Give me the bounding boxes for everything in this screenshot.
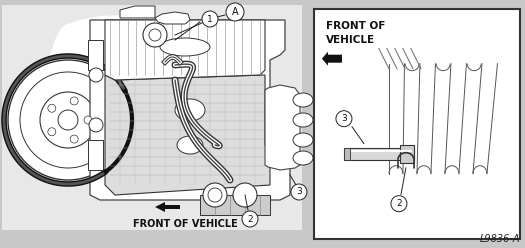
Bar <box>344 148 350 160</box>
Circle shape <box>70 135 78 143</box>
Text: FRONT OF VEHICLE: FRONT OF VEHICLE <box>133 219 237 229</box>
Circle shape <box>202 11 218 27</box>
Text: 3: 3 <box>296 187 302 196</box>
Bar <box>88 40 103 70</box>
Circle shape <box>89 68 103 82</box>
Polygon shape <box>265 85 300 170</box>
Circle shape <box>40 92 96 148</box>
Text: VEHICLE: VEHICLE <box>326 35 375 45</box>
Circle shape <box>149 29 161 41</box>
Ellipse shape <box>160 38 210 56</box>
Polygon shape <box>105 20 265 80</box>
Polygon shape <box>200 195 270 215</box>
Ellipse shape <box>293 133 313 147</box>
Text: 2: 2 <box>396 199 402 208</box>
Ellipse shape <box>293 93 313 107</box>
Polygon shape <box>322 52 342 66</box>
Ellipse shape <box>293 151 313 165</box>
Text: A: A <box>232 7 238 17</box>
Polygon shape <box>105 75 270 195</box>
Bar <box>88 140 103 170</box>
Circle shape <box>203 183 227 207</box>
Circle shape <box>242 211 258 227</box>
Bar <box>400 145 414 163</box>
Polygon shape <box>90 20 290 200</box>
Ellipse shape <box>177 136 203 154</box>
Polygon shape <box>155 12 190 24</box>
Circle shape <box>391 196 407 212</box>
Bar <box>2 5 302 230</box>
Circle shape <box>89 118 103 132</box>
Circle shape <box>20 72 116 168</box>
Bar <box>344 148 414 160</box>
Circle shape <box>48 128 56 136</box>
Text: L9836-A: L9836-A <box>479 234 520 244</box>
Circle shape <box>58 110 78 130</box>
Text: 3: 3 <box>341 114 347 123</box>
Circle shape <box>291 184 307 200</box>
Circle shape <box>48 104 56 112</box>
Bar <box>314 9 520 239</box>
Circle shape <box>8 60 128 180</box>
Text: 2: 2 <box>247 215 253 223</box>
Circle shape <box>226 3 244 21</box>
Text: 1: 1 <box>207 14 213 24</box>
Circle shape <box>336 111 352 127</box>
Circle shape <box>208 188 222 202</box>
Circle shape <box>70 97 78 105</box>
Polygon shape <box>155 202 180 212</box>
Circle shape <box>233 183 257 207</box>
Circle shape <box>84 116 92 124</box>
Polygon shape <box>120 6 155 18</box>
Circle shape <box>143 23 167 47</box>
Polygon shape <box>48 15 275 155</box>
Ellipse shape <box>293 113 313 127</box>
Text: FRONT OF: FRONT OF <box>326 21 385 31</box>
Ellipse shape <box>175 99 205 121</box>
